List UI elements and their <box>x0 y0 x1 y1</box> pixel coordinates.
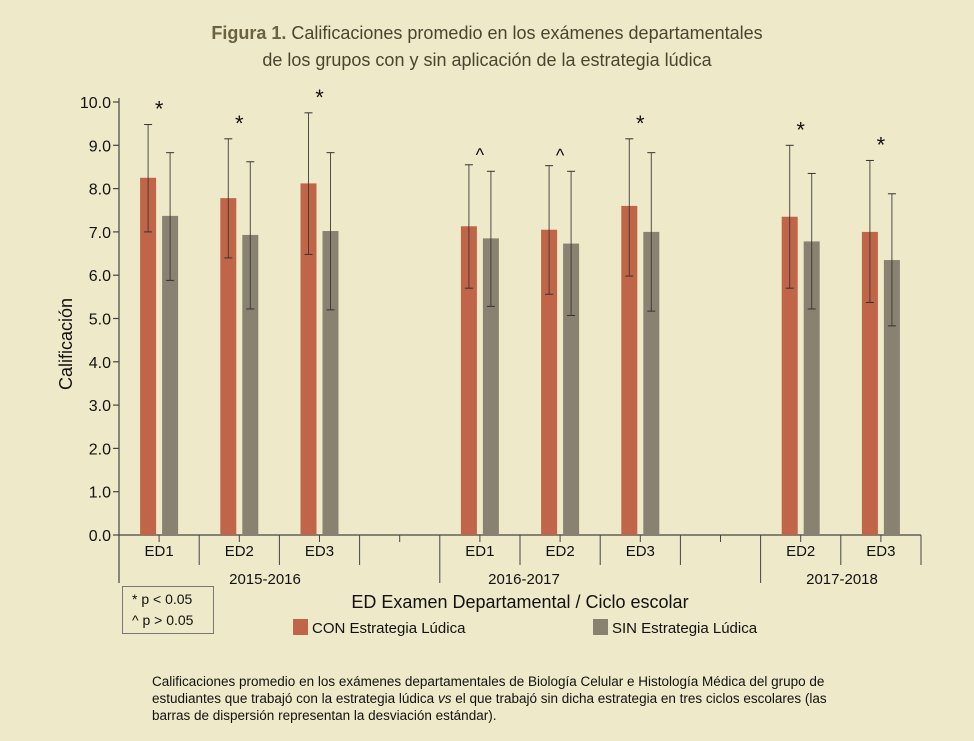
x-tick-label: ED2 <box>546 543 575 560</box>
significance-mark: * <box>796 117 805 142</box>
cycle-label: 2016-2017 <box>488 571 560 588</box>
y-tick-label: 8.0 <box>89 182 111 199</box>
caption-part1: Calificaciones promedio en los exámenes … <box>152 674 825 706</box>
bar-con <box>140 177 157 535</box>
significance-mark: * <box>315 85 324 110</box>
y-tick-label: 10.0 <box>80 95 111 112</box>
legend-swatch-sin <box>593 619 608 635</box>
bar-sin <box>162 215 179 535</box>
figure-label: Figura 1. <box>211 23 287 43</box>
bar-con <box>220 198 237 535</box>
y-tick-label: 9.0 <box>89 138 111 155</box>
bar-sin <box>322 231 339 535</box>
sig-star: * p < 0.05 <box>132 591 193 607</box>
bar-sin <box>242 234 259 535</box>
y-tick-label: 7.0 <box>89 225 111 242</box>
figure-caption: Calificaciones promedio en los exámenes … <box>152 673 852 724</box>
x-tick-label: ED3 <box>305 543 334 560</box>
y-tick-label: 4.0 <box>89 355 111 372</box>
title-line1: Calificaciones promedio en los exámenes … <box>291 23 763 43</box>
bar-sin <box>643 231 660 535</box>
bar-con <box>460 226 477 535</box>
y-axis-title: Calificación <box>56 298 76 390</box>
y-tick-label: 0.0 <box>89 528 111 545</box>
y-tick-label: 2.0 <box>89 441 111 458</box>
bar-con <box>781 216 798 535</box>
legend-label-sin: SIN Estrategia Lúdica <box>612 620 758 637</box>
bar-con <box>621 205 638 536</box>
bar-sin <box>803 241 820 535</box>
x-tick-label: ED2 <box>786 543 815 560</box>
bar-con <box>861 231 878 535</box>
caption-vs: vs <box>437 691 452 706</box>
significance-mark: ^ <box>556 146 565 166</box>
x-tick-label: ED2 <box>225 543 254 560</box>
legend-label-con: CON Estrategia Lúdica <box>312 620 466 637</box>
x-tick-label: ED3 <box>866 543 895 560</box>
significance-mark: * <box>155 97 164 122</box>
significance-mark: * <box>636 111 645 136</box>
y-tick-label: 6.0 <box>89 268 111 285</box>
legend-swatch-con <box>293 619 308 635</box>
bar-sin <box>563 243 580 535</box>
figure-title: Figura 1. Calificaciones promedio en los… <box>0 20 974 74</box>
y-tick-label: 1.0 <box>89 485 111 502</box>
x-tick-label: ED1 <box>145 543 174 560</box>
y-tick-label: 5.0 <box>89 312 111 329</box>
bar-con <box>300 183 317 536</box>
sig-caret: ^ p > 0.05 <box>132 612 194 628</box>
significance-mark: * <box>877 132 886 157</box>
title-line2: de los grupos con y sin aplicación de la… <box>262 50 712 70</box>
bar-sin <box>482 238 499 535</box>
significance-mark: * <box>235 111 244 136</box>
y-tick-label: 3.0 <box>89 398 111 415</box>
caption-part2: el que trabajó sin dicha estrategia en t… <box>152 691 827 723</box>
bar-sin <box>883 260 900 535</box>
x-tick-label: ED1 <box>465 543 494 560</box>
x-tick-label: ED3 <box>626 543 655 560</box>
significance-legend: * p < 0.05 ^ p > 0.05 <box>122 586 214 634</box>
bar-con <box>541 229 558 536</box>
x-axis-title: ED Examen Departamental / Ciclo escolar <box>351 592 688 612</box>
cycle-label: 2015-2016 <box>229 571 301 588</box>
cycle-label: 2017-2018 <box>806 571 878 588</box>
significance-mark: ^ <box>476 145 485 165</box>
